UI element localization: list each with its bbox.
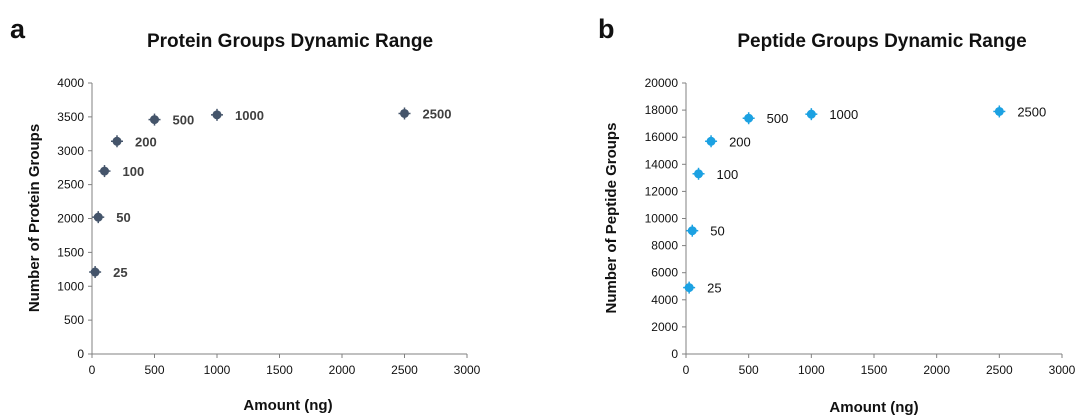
x-tick-label: 500 — [739, 363, 759, 377]
data-point — [212, 110, 222, 120]
data-point — [684, 283, 694, 293]
y-tick-label: 0 — [671, 347, 678, 361]
y-tick-label: 2000 — [651, 320, 678, 334]
data-point — [400, 108, 409, 118]
x-tick-label: 1500 — [266, 363, 293, 377]
data-label: 50 — [710, 224, 724, 239]
y-tick-label: 0 — [77, 347, 84, 361]
x-tick-label: 0 — [89, 363, 96, 377]
y-tick-label: 16000 — [645, 130, 679, 144]
y-tick-label: 8000 — [651, 239, 678, 253]
panel-letter: b — [598, 14, 615, 44]
chart-title: Protein Groups Dynamic Range — [147, 31, 433, 52]
data-point — [100, 166, 109, 176]
data-label: 200 — [729, 134, 751, 149]
data-label: 1000 — [235, 108, 264, 123]
data-label: 100 — [717, 167, 739, 182]
y-tick-label: 500 — [64, 313, 84, 327]
y-tick-label: 3500 — [57, 110, 84, 124]
data-label: 2500 — [423, 106, 452, 121]
y-tick-label: 4000 — [651, 293, 678, 307]
x-tick-label: 3000 — [1049, 363, 1076, 377]
data-label: 25 — [707, 281, 721, 296]
y-axis-title: Number of Peptide Groups — [603, 123, 620, 314]
data-point — [706, 136, 716, 146]
x-tick-label: 500 — [144, 363, 164, 377]
y-tick-label: 10000 — [645, 212, 679, 226]
data-point — [694, 169, 704, 179]
x-tick-label: 2500 — [986, 363, 1013, 377]
x-tick-label: 2500 — [391, 363, 418, 377]
data-point — [112, 136, 122, 146]
y-tick-label: 18000 — [645, 103, 679, 117]
y-tick-label: 1500 — [57, 245, 84, 259]
data-label: 2500 — [1017, 104, 1046, 119]
x-axis-title: Amount (ng) — [243, 397, 332, 414]
y-tick-label: 20000 — [645, 76, 679, 90]
x-tick-label: 2000 — [923, 363, 950, 377]
y-tick-label: 14000 — [645, 157, 679, 171]
data-point — [93, 212, 103, 222]
x-tick-label: 3000 — [454, 363, 481, 377]
data-label: 1000 — [829, 107, 858, 122]
data-label: 500 — [767, 111, 789, 126]
y-axis-title: Number of Protein Groups — [26, 124, 43, 312]
y-tick-label: 2000 — [57, 212, 84, 226]
x-axis-title: Amount (ng) — [829, 399, 918, 415]
data-label: 50 — [116, 210, 130, 225]
y-tick-label: 3000 — [57, 144, 84, 158]
data-label: 200 — [135, 134, 157, 149]
x-tick-label: 2000 — [329, 363, 356, 377]
data-point — [994, 106, 1004, 116]
data-point — [687, 226, 697, 236]
data-label: 500 — [173, 113, 195, 128]
y-tick-label: 12000 — [645, 184, 679, 198]
x-tick-label: 1500 — [861, 363, 888, 377]
y-tick-label: 2500 — [57, 178, 84, 192]
y-tick-label: 6000 — [651, 266, 678, 280]
data-point — [806, 109, 816, 119]
data-point — [744, 113, 754, 123]
chart-title: Peptide Groups Dynamic Range — [737, 31, 1026, 52]
x-tick-label: 1000 — [204, 363, 231, 377]
data-point — [90, 267, 100, 277]
x-tick-label: 1000 — [798, 363, 825, 377]
data-label: 25 — [113, 265, 127, 280]
y-tick-label: 4000 — [57, 76, 84, 90]
data-label: 100 — [123, 164, 145, 179]
y-tick-label: 1000 — [57, 279, 84, 293]
panel-letter: a — [10, 14, 26, 44]
data-point — [150, 115, 159, 125]
x-tick-label: 0 — [683, 363, 690, 377]
